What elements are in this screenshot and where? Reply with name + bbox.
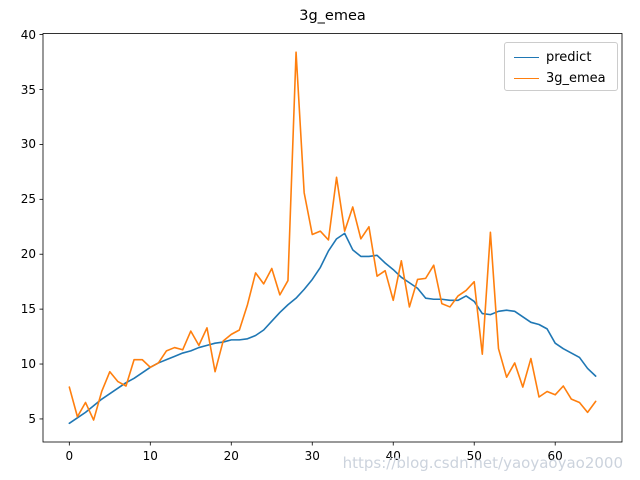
axes-spines [42,33,623,443]
x-tick-label: 0 [65,449,74,463]
x-tick-label: 30 [304,449,320,463]
y-tick-label: 15 [20,302,36,317]
y-tick-label: 25 [20,192,36,207]
legend-line-sample-3g-emea [514,78,539,79]
x-tick-label: 40 [385,449,401,463]
legend-label-predict: predict [546,50,592,65]
y-tick-label: 40 [20,27,36,42]
x-tick-label: 20 [223,449,239,463]
chart-title: 3g_emea [299,8,366,24]
legend-line-sample-predict [514,57,539,58]
y-tick-label: 5 [28,411,36,426]
watermark: https://blog.csdn.net/yaoyaoyao2000 [342,454,623,472]
legend-entry-3g-emea: 3g_emea [505,68,617,89]
series-line-predict [68,232,597,425]
legend: predict 3g_emea [504,42,618,91]
y-tick-label: 30 [20,137,36,152]
series-line-3g_emea [68,51,597,421]
x-tick-label: 60 [547,449,563,463]
legend-entry-predict: predict [505,47,617,68]
y-tick-label: 20 [20,247,36,262]
legend-label-3g-emea: 3g_emea [546,71,606,86]
y-tick-label: 10 [20,357,36,372]
x-tick-label: 50 [466,449,482,463]
y-tick-label: 35 [20,82,36,97]
x-tick-label: 10 [142,449,158,463]
